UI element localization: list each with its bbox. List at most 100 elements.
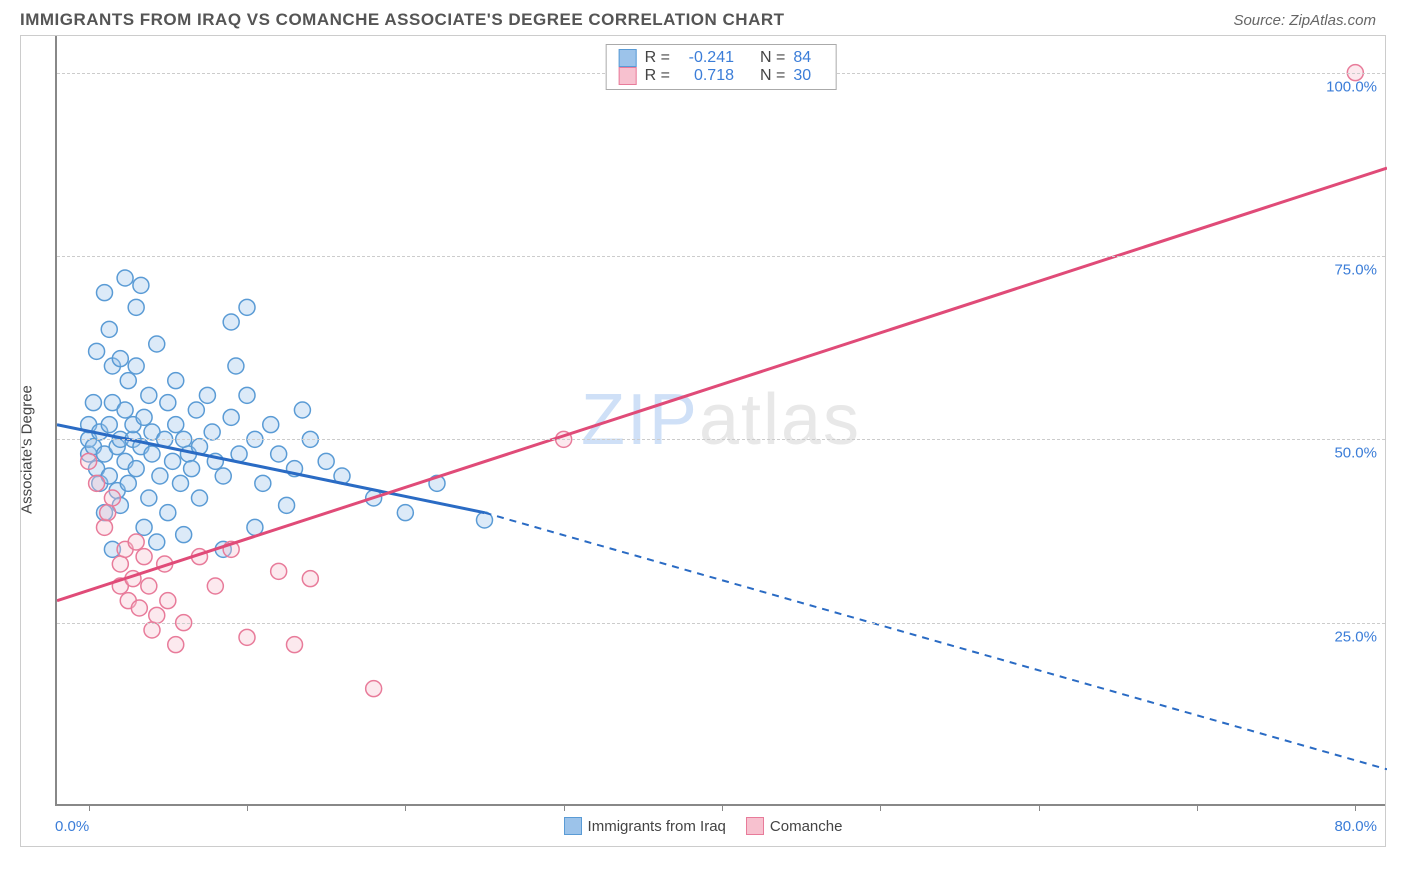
scatter-point-iraq [92,424,108,440]
scatter-point-comanche [89,475,105,491]
scatter-point-iraq [120,475,136,491]
scatter-point-iraq [168,417,184,433]
scatter-point-iraq [247,519,263,535]
scatter-point-iraq [120,373,136,389]
gridline [57,256,1385,257]
scatter-point-comanche [160,593,176,609]
scatter-point-comanche [287,637,303,653]
scatter-point-iraq [188,402,204,418]
scatter-point-iraq [133,439,149,455]
scatter-point-comanche [302,571,318,587]
scatter-point-iraq [231,446,247,462]
scatter-point-iraq [136,409,152,425]
scatter-point-iraq [263,417,279,433]
scatter-point-iraq [165,453,181,469]
chart-svg [57,36,1387,806]
stats-r-label: R = [645,49,670,67]
scatter-point-iraq [97,505,113,521]
scatter-point-iraq [477,512,493,528]
scatter-point-iraq [180,446,196,462]
scatter-point-iraq [128,461,144,477]
legend-item-iraq: Immigrants from Iraq [564,817,726,835]
scatter-point-comanche [149,607,165,623]
scatter-point-iraq [160,505,176,521]
scatter-point-comanche [271,563,287,579]
scatter-point-iraq [128,299,144,315]
bottom-legend-row: 0.0% Immigrants from IraqComanche 80.0% [21,806,1385,846]
scatter-point-comanche [366,681,382,697]
scatter-point-comanche [239,629,255,645]
scatter-point-iraq [144,424,160,440]
stats-row-iraq: R =-0.241N =84 [619,49,824,67]
stats-row-comanche: R = 0.718 N = 30 [619,67,824,85]
scatter-point-iraq [85,395,101,411]
scatter-point-iraq [97,446,113,462]
scatter-point-iraq [204,424,220,440]
scatter-point-comanche [120,593,136,609]
scatter-point-iraq [112,497,128,513]
scatter-point-iraq [133,277,149,293]
source-label: Source: ZipAtlas.com [1233,12,1376,29]
y-tick-label: 75.0% [1334,262,1377,279]
stats-r-label: R = [645,67,670,85]
scatter-point-iraq [109,483,125,499]
watermark: ZIPatlas [581,379,861,461]
scatter-point-iraq [239,387,255,403]
scatter-point-comanche [131,600,147,616]
scatter-point-iraq [152,468,168,484]
scatter-point-iraq [287,461,303,477]
gridline [57,439,1385,440]
scatter-point-iraq [89,343,105,359]
scatter-point-iraq [228,358,244,374]
trend-line-dashed-iraq [485,513,1388,770]
scatter-point-iraq [81,446,97,462]
stats-n-label: N = [760,67,785,85]
scatter-point-comanche [223,541,239,557]
scatter-point-comanche [81,453,97,469]
watermark-atlas: atlas [699,380,861,460]
plot-area: ZIPatlas R =-0.241N =84R =0.718N =30 25.… [55,36,1385,806]
scatter-point-comanche [97,519,113,535]
scatter-point-comanche [192,549,208,565]
scatter-point-iraq [223,314,239,330]
scatter-point-iraq [136,519,152,535]
legend-swatch-comanche [746,817,764,835]
scatter-point-iraq [109,439,125,455]
stats-n-value: 30 [793,67,823,85]
scatter-point-iraq [101,468,117,484]
scatter-point-iraq [117,402,133,418]
scatter-point-iraq [279,497,295,513]
scatter-point-comanche [128,534,144,550]
scatter-point-iraq [85,439,101,455]
scatter-point-iraq [112,351,128,367]
scatter-point-comanche [144,622,160,638]
gridline [57,623,1385,624]
scatter-point-comanche [207,578,223,594]
scatter-point-iraq [89,461,105,477]
scatter-point-iraq [223,409,239,425]
scatter-point-iraq [429,475,445,491]
stats-r-value: 0.718 [678,67,734,85]
scatter-point-iraq [125,417,141,433]
scatter-point-iraq [192,490,208,506]
scatter-point-iraq [117,270,133,286]
scatter-point-iraq [128,358,144,374]
stats-swatch-comanche [619,67,637,85]
scatter-point-iraq [117,453,133,469]
scatter-point-iraq [366,490,382,506]
scatter-point-iraq [207,453,223,469]
scatter-point-iraq [271,446,287,462]
stats-n-label: N = [760,49,785,67]
scatter-point-iraq [192,439,208,455]
scatter-point-iraq [104,358,120,374]
scatter-point-iraq [101,417,117,433]
scatter-point-iraq [318,453,334,469]
scatter-point-iraq [97,285,113,301]
scatter-point-comanche [112,578,128,594]
scatter-point-iraq [176,527,192,543]
chart-container: Associate's Degree ZIPatlas R =-0.241N =… [20,35,1386,847]
legend-label: Immigrants from Iraq [588,818,726,835]
scatter-point-iraq [168,373,184,389]
scatter-point-comanche [112,556,128,572]
scatter-point-iraq [239,299,255,315]
